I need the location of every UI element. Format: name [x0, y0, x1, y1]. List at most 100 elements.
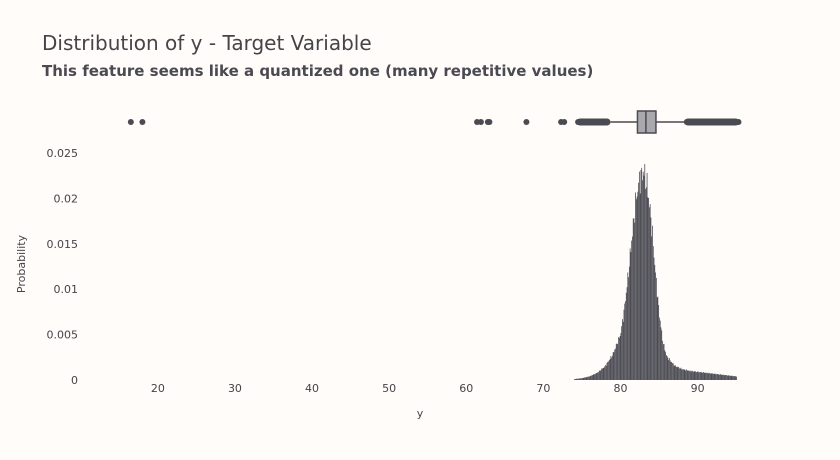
- histogram-bar: [598, 372, 599, 380]
- histogram-bar: [593, 373, 595, 380]
- histogram-bar: [695, 371, 697, 380]
- histogram-bar: [717, 374, 719, 380]
- histogram-bar: [574, 378, 576, 380]
- histogram-bar: [609, 359, 611, 380]
- histogram-bar: [674, 365, 676, 380]
- histogram-bar: [623, 309, 625, 380]
- histogram-bar: [689, 370, 690, 380]
- histogram-bar: [657, 296, 659, 380]
- histogram-bar: [578, 378, 580, 380]
- histogram-bar: [651, 236, 653, 380]
- histogram-bar: [574, 379, 575, 380]
- histogram-bar: [611, 357, 612, 380]
- histogram-bar: [664, 350, 666, 380]
- histogram-bar: [654, 264, 656, 380]
- x-axis-label: y: [417, 407, 424, 420]
- histogram-bar: [689, 370, 691, 380]
- histogram-bar: [697, 371, 699, 380]
- histogram-bar: [702, 371, 704, 380]
- histogram-bar: [587, 376, 589, 380]
- histogram-bar: [692, 371, 694, 380]
- histogram-bar: [690, 371, 692, 380]
- histogram-bar: [619, 336, 621, 380]
- histogram-bar: [575, 378, 577, 380]
- histogram-bar: [713, 373, 715, 380]
- histogram-bar: [629, 248, 631, 380]
- histogram-bar: [703, 372, 705, 380]
- histogram-bar: [702, 372, 703, 380]
- histogram-bar: [730, 375, 732, 380]
- x-tick-label: 40: [305, 382, 319, 395]
- histogram-bar: [634, 222, 636, 380]
- histogram-bar: [648, 198, 650, 380]
- x-tick-label: 30: [228, 382, 242, 395]
- histogram-bar: [699, 372, 700, 380]
- histogram-bar: [583, 377, 585, 380]
- histogram-bar: [714, 373, 716, 380]
- histogram-bar: [678, 366, 680, 380]
- histogram-bar: [698, 372, 700, 380]
- histogram-bar: [642, 171, 644, 380]
- box-outlier: [561, 119, 568, 125]
- histogram-bar: [592, 374, 594, 380]
- histogram-bar: [669, 358, 670, 380]
- histogram-bar: [652, 225, 653, 380]
- histogram-bar: [672, 363, 673, 380]
- histogram-bar: [588, 376, 589, 380]
- y-tick-label: 0.01: [54, 283, 79, 296]
- histogram-bar: [614, 349, 616, 380]
- histogram-bar: [641, 167, 643, 380]
- histogram-bar: [635, 199, 637, 380]
- histogram: [574, 164, 737, 380]
- histogram-bar: [696, 371, 698, 380]
- histogram-bar: [630, 252, 632, 380]
- histogram-bar: [666, 356, 668, 380]
- histogram-bar: [590, 375, 592, 380]
- histogram-bar: [616, 343, 618, 380]
- histogram-bar: [658, 304, 660, 380]
- histogram-bar: [662, 344, 664, 380]
- histogram-bar: [700, 372, 702, 380]
- histogram-bar: [638, 171, 640, 380]
- histogram-bar: [680, 367, 682, 380]
- histogram-bar: [682, 369, 684, 380]
- histogram-bar: [586, 377, 588, 380]
- histogram-bar: [642, 180, 643, 380]
- histogram-bar: [625, 301, 626, 380]
- histogram-bar: [649, 207, 650, 380]
- histogram-bar: [728, 375, 730, 380]
- histogram-bar: [709, 373, 711, 380]
- histogram-bar: [733, 376, 734, 380]
- histogram-bar: [724, 375, 726, 380]
- histogram-bar: [649, 204, 651, 380]
- histogram-bar: [734, 376, 736, 380]
- histogram-bar: [713, 373, 714, 380]
- histogram-bar: [580, 378, 582, 380]
- x-tick-label: 70: [536, 382, 550, 395]
- histogram-bar: [669, 360, 671, 380]
- histogram-bar: [624, 303, 626, 380]
- histogram-bar: [699, 372, 701, 380]
- histogram-bar: [652, 246, 654, 380]
- histogram-bar: [647, 197, 649, 380]
- histogram-bar: [625, 292, 627, 380]
- y-axis-label: Probability: [15, 234, 28, 293]
- histogram-bar: [708, 372, 710, 380]
- box-outlier: [139, 119, 146, 125]
- histogram-bar: [672, 363, 674, 380]
- chart-subtitle: This feature seems like a quantized one …: [42, 62, 594, 80]
- histogram-bar: [731, 375, 733, 380]
- histogram-bar: [601, 368, 602, 380]
- histogram-bar: [653, 257, 655, 380]
- histogram-bar: [691, 370, 693, 380]
- histogram-bar: [597, 372, 599, 380]
- histogram-bar: [720, 374, 722, 380]
- histogram-bar: [622, 321, 624, 380]
- histogram-bar: [637, 191, 639, 380]
- box-outlier: [523, 119, 530, 125]
- histogram-bar: [603, 367, 605, 380]
- histogram-bar: [591, 375, 593, 380]
- histogram-bar: [631, 240, 633, 380]
- histogram-bar: [607, 361, 609, 380]
- histogram-bar: [595, 372, 597, 380]
